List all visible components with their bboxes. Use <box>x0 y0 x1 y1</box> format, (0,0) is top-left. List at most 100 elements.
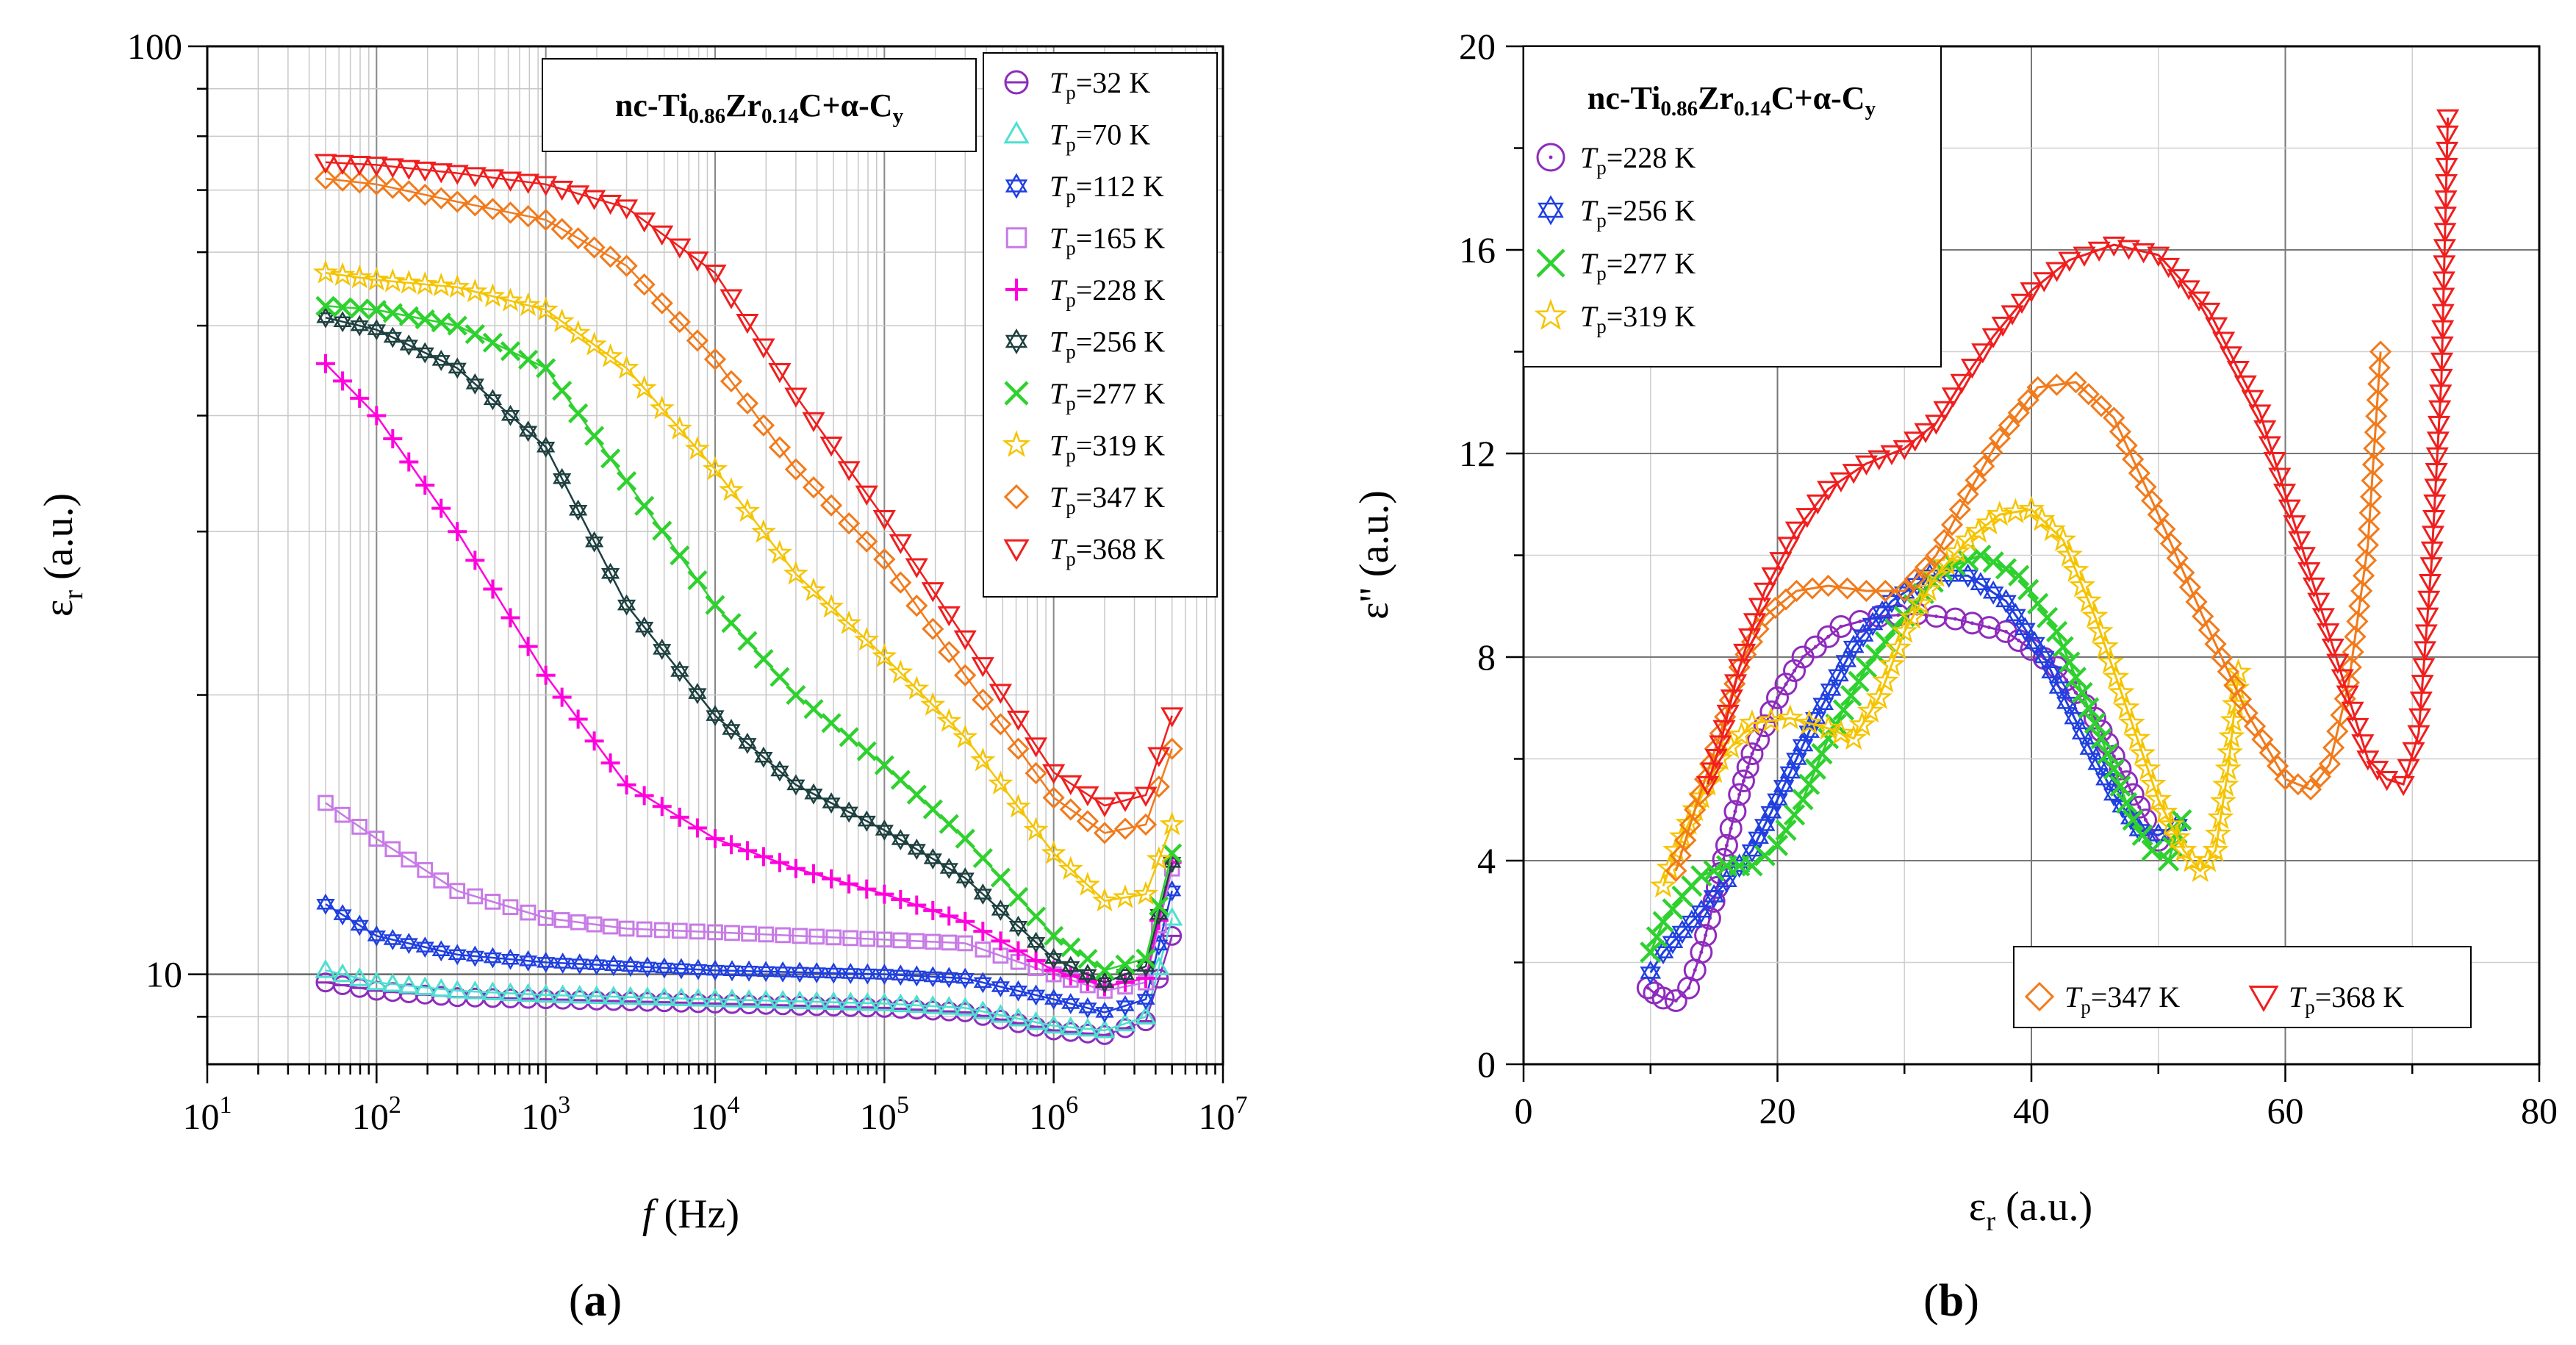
panel-a-data-point <box>972 688 994 711</box>
panel-b-data-point <box>2361 453 2385 476</box>
panel-a-data-point <box>1078 997 1097 1019</box>
panel-b-data-point <box>2253 420 2277 441</box>
panel-a-data-point <box>990 867 1011 888</box>
panel-b-data-point <box>1679 814 1701 836</box>
panel-b-y-tick-labels: 0 4 8 12 16 20 <box>1459 26 1496 1085</box>
panel-b-data-point <box>1776 704 1804 730</box>
panel-a-data-point <box>618 920 635 937</box>
panel-b-data-point <box>2145 785 2172 811</box>
panel-b-data-point <box>1743 613 1766 634</box>
panel-a-data-point <box>888 659 914 684</box>
panel-b-data-point <box>2409 691 2433 712</box>
panel-a-data-point <box>1147 775 1170 798</box>
panel-b-data-point <box>1842 464 1865 484</box>
panel-a-data-point <box>446 979 468 999</box>
panel-a-data-point <box>348 171 371 194</box>
panel-a-data-point <box>431 349 451 371</box>
panel-a-data-point <box>498 287 523 312</box>
panel-b-legend-item: Tp=228 K <box>1536 141 1696 179</box>
panel-a-data-point <box>401 851 417 868</box>
panel-b-data-point <box>2367 373 2390 395</box>
panel-a-data-point <box>517 205 539 228</box>
panel-a-data-point <box>855 530 878 553</box>
panel-b-data-point <box>1893 579 1916 603</box>
panel-b-data-point <box>1943 607 1967 631</box>
panel-a-data-point <box>431 940 451 962</box>
panel-a-data-point <box>891 829 910 851</box>
panel-b-data-point <box>1818 728 1840 750</box>
panel-a-data-point <box>722 994 742 1014</box>
panel-a-data-point <box>688 683 707 705</box>
panel-a-data-point <box>413 161 437 182</box>
panel-a-data-point <box>722 719 741 741</box>
panel-a-data-point <box>381 972 403 992</box>
panel-a-data-point <box>1160 707 1184 728</box>
panel-b-data-point <box>2321 638 2344 659</box>
panel-a-data-point <box>972 1000 994 1019</box>
panel-a-data-point <box>464 194 487 217</box>
panel-a-data-point <box>1077 1023 1098 1044</box>
panel-a-data-point <box>569 499 588 521</box>
panel-a-data-point <box>652 520 672 541</box>
panel-b-data-point <box>2356 534 2379 556</box>
panel-a-data-point <box>415 342 434 364</box>
panel-a-data-point <box>553 467 572 489</box>
panel-a-data-point <box>553 953 573 974</box>
panel-b-data-point <box>1871 600 1893 625</box>
panel-a-data-point <box>839 874 859 894</box>
panel-b-data-point <box>2226 360 2250 381</box>
panel-b-data-point <box>2331 669 2354 689</box>
panel-a-data-point <box>549 308 575 333</box>
panel-b-data-point <box>1665 859 1687 882</box>
panel-b-data-point <box>2084 712 2106 734</box>
panel-a-data-point <box>501 404 520 426</box>
panel-b-data-point <box>2045 620 2068 642</box>
panel-b-data-point <box>1995 589 2017 614</box>
panel-b-data-point <box>1848 711 1876 736</box>
panel-a-data-point <box>351 819 368 835</box>
panel-b-data-point <box>1840 685 1862 707</box>
panel-a-data-point <box>1116 994 1135 1016</box>
panel-b-data-point <box>2326 720 2349 743</box>
panel-b-legend-item: Tp=319 K <box>1534 298 1696 337</box>
panel-b-data-point <box>2056 690 2078 715</box>
panel-b-data-point <box>1652 911 1674 933</box>
panel-a-data-point <box>991 931 1011 951</box>
panel-b-data-point <box>2005 603 2026 628</box>
panel-a-data-point <box>365 157 388 177</box>
panel-a-data-point <box>598 194 623 215</box>
panel-b-legend-item: Tp=277 K <box>1536 247 1696 284</box>
panel-b-data-point <box>1973 455 1995 478</box>
panel-a-legend-item: Tp=228 K <box>1005 273 1165 311</box>
panel-a-data-point <box>738 732 757 754</box>
panel-b-data-point <box>2010 293 2034 315</box>
panel-a-series-368k <box>314 154 1184 818</box>
panel-b-data-point <box>2402 742 2425 762</box>
panel-b-legend-label: Tp=228 K <box>1580 141 1696 179</box>
panel-a-data-point <box>670 545 690 566</box>
panel-a-data-point <box>670 987 692 1006</box>
panel-b-data-point <box>2202 836 2229 862</box>
panel-a-data-point <box>653 986 675 1006</box>
panel-a-data-point <box>617 775 636 795</box>
panel-a-data-point <box>333 371 353 391</box>
panel-a-data-point <box>520 904 537 921</box>
panel-a-data-point <box>1044 947 1063 969</box>
panel-b-data-point <box>1804 635 1827 659</box>
panel-a-data-point <box>1076 786 1099 807</box>
panel-b-data-point <box>1684 798 1707 821</box>
panel-a-data-point <box>650 292 673 315</box>
panel-b-data-point <box>1924 605 1948 628</box>
panel-b-data-point <box>1971 343 1995 364</box>
panel-b-data-point <box>2366 389 2389 412</box>
panel-a-data-point <box>635 616 654 638</box>
panel-a-data-point <box>689 958 708 980</box>
panel-b-data-point <box>2339 656 2362 678</box>
panel-a-data-point <box>975 942 991 958</box>
panel-b-data-point <box>2268 467 2292 488</box>
panel-b-data-point <box>1682 795 1709 822</box>
panel-a-data-point <box>971 657 994 678</box>
panel-b-data-point <box>1792 733 1814 758</box>
panel-b-data-point <box>2117 240 2141 260</box>
